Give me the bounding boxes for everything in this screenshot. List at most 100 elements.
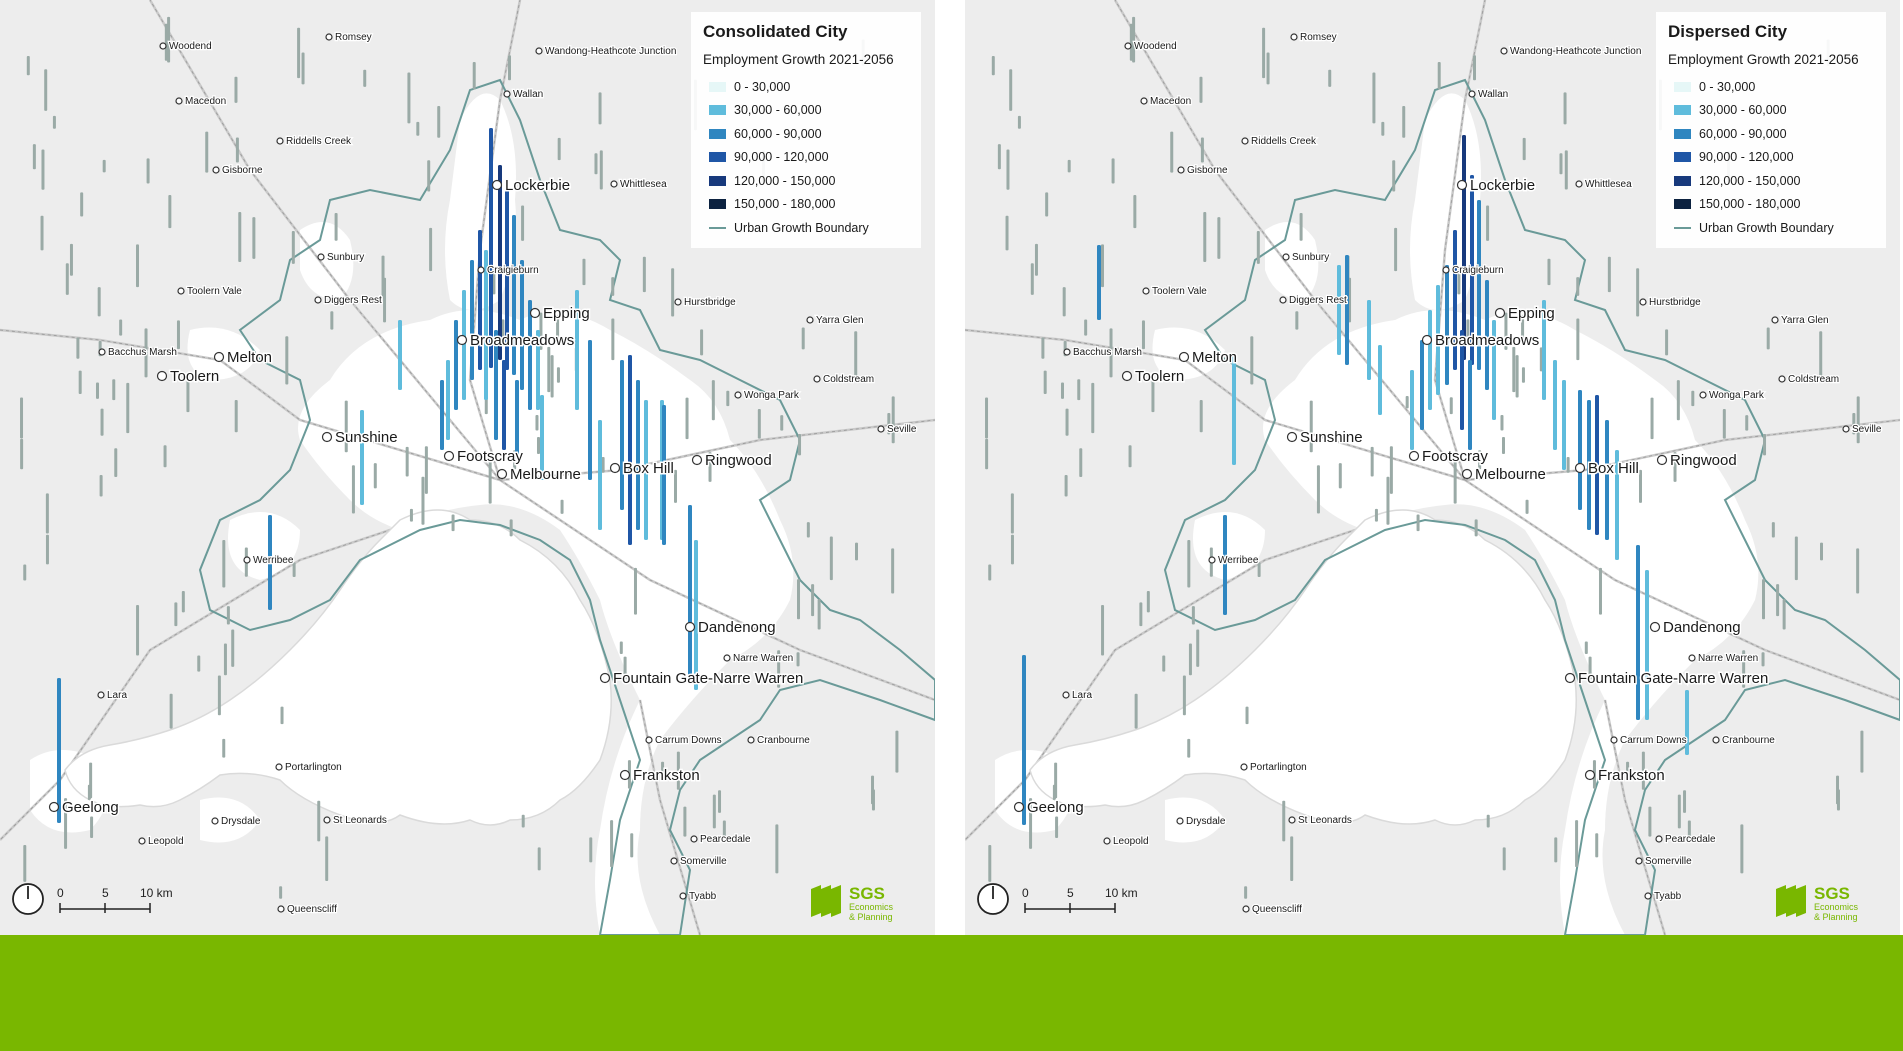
growth-bar-minor	[630, 833, 634, 858]
urban-area	[1265, 222, 1319, 300]
growth-bar-minor	[535, 414, 539, 431]
growth-bar-minor	[1055, 816, 1059, 839]
scale-label: 10 km	[140, 886, 173, 900]
urban-area	[1152, 327, 1225, 380]
town-marker	[1290, 33, 1298, 41]
growth-bar-minor	[1437, 61, 1441, 90]
growth-bar-minor	[1486, 814, 1490, 828]
growth-bar-minor	[775, 824, 779, 874]
growth-bar	[512, 215, 516, 375]
growth-bar-minor	[472, 61, 476, 90]
growth-bar-minor	[797, 579, 801, 620]
growth-bar-minor	[1043, 370, 1047, 394]
growth-bar	[1022, 655, 1026, 825]
growth-bar-minor	[547, 346, 551, 393]
legend-label: 30,000 - 60,000	[1699, 103, 1787, 118]
growth-bar-minor	[1017, 115, 1021, 129]
city-marker	[529, 307, 541, 319]
town-label: Lara	[107, 690, 127, 701]
legend-item: 150,000 - 180,000	[1668, 193, 1874, 217]
growth-bar-minor	[20, 397, 24, 439]
growth-bar-minor	[509, 519, 513, 537]
town-marker	[325, 33, 333, 41]
footer-band	[0, 935, 1903, 1051]
town-marker	[1644, 892, 1652, 900]
growth-bar-minor	[1005, 215, 1009, 251]
town-marker	[243, 556, 251, 564]
growth-bar-minor	[1187, 738, 1191, 758]
growth-bar	[1462, 135, 1466, 360]
legend-swatch	[1674, 105, 1691, 116]
growth-bar	[1410, 370, 1414, 450]
growth-bar	[1542, 300, 1546, 400]
town-marker	[1635, 857, 1643, 865]
growth-bar-minor	[1295, 311, 1299, 330]
growth-bar-minor	[1745, 415, 1749, 431]
town-label: Whittlesea	[1585, 179, 1632, 190]
growth-bar-minor	[1683, 790, 1687, 813]
legend-subtitle: Employment Growth 2021-2056	[1668, 52, 1859, 67]
growth-bar-minor	[23, 844, 27, 882]
growth-bar-minor	[23, 564, 27, 581]
growth-bar-minor	[1819, 331, 1823, 382]
growth-bar-minor	[1200, 137, 1204, 163]
city-label: Fountain Gate-Narre Warren	[1578, 670, 1768, 687]
town-label: Somerville	[680, 856, 727, 867]
growth-bar-minor	[144, 328, 148, 378]
growth-bar-minor	[1486, 205, 1490, 241]
town-label: Coldstream	[823, 374, 874, 385]
scale-label: 0	[57, 886, 64, 900]
city-marker	[1286, 431, 1298, 443]
town-label: St Leonards	[1298, 815, 1352, 826]
growth-bar	[498, 165, 502, 360]
growth-bar-minor	[146, 158, 150, 184]
growth-bar-minor	[855, 542, 859, 561]
growth-bar-minor	[1290, 836, 1294, 881]
growth-bar-minor	[136, 605, 140, 656]
growth-bar-minor	[1111, 158, 1115, 184]
legend: Dispersed City Employment Growth 2021-20…	[1656, 12, 1886, 248]
town-marker	[1208, 556, 1216, 564]
growth-bar-minor	[136, 244, 140, 288]
growth-bar-minor	[1515, 355, 1519, 398]
city-label: Frankston	[633, 767, 700, 784]
growth-bar-minor	[1648, 806, 1652, 837]
growth-bar-minor	[1576, 277, 1580, 296]
growth-bar	[1445, 265, 1449, 385]
town-marker	[1063, 348, 1071, 356]
growth-bar-minor	[1641, 751, 1645, 790]
growth-bar-minor	[114, 448, 118, 477]
city-marker	[1456, 179, 1468, 191]
growth-bar-minor	[226, 606, 230, 625]
town-label: Cranbourne	[1722, 735, 1775, 746]
growth-bar-minor	[1522, 137, 1526, 161]
growth-bar	[1223, 515, 1227, 615]
growth-bar	[575, 290, 579, 410]
growth-bar-minor	[796, 652, 800, 667]
town-label: Narre Warren	[733, 653, 793, 664]
legend-line-icon	[1674, 226, 1691, 229]
growth-bar-minor	[1250, 336, 1254, 385]
town-marker	[1639, 298, 1647, 306]
town-label: Tyabb	[689, 891, 717, 902]
town-label: Werribee	[1218, 555, 1259, 566]
growth-bar-minor	[560, 499, 564, 514]
growth-bar-minor	[556, 367, 560, 383]
growth-bar-minor	[711, 380, 715, 421]
growth-bar	[688, 505, 692, 675]
town-marker	[211, 817, 219, 825]
growth-bar-minor	[1512, 346, 1516, 393]
town-label: Wonga Park	[1709, 390, 1765, 401]
city-marker	[684, 621, 696, 633]
urban-area	[300, 222, 354, 300]
town-marker	[1712, 736, 1720, 744]
growth-bar	[1378, 345, 1382, 415]
growth-bar-minor	[95, 382, 99, 399]
growth-bar-minor	[1129, 23, 1133, 61]
town-label: Queenscliff	[1252, 904, 1302, 915]
town-label: Riddells Creek	[1251, 136, 1317, 147]
growth-bar-minor	[1091, 382, 1095, 434]
growth-bar-minor	[1860, 730, 1864, 773]
town-label: Drysdale	[221, 816, 261, 827]
